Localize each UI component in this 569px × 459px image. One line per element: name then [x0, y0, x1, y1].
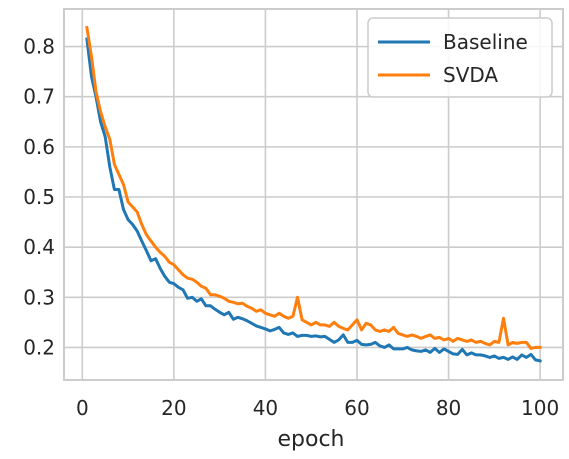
plot-border: [63, 8, 564, 381]
series-layer: [85, 25, 542, 363]
x-tick-label: 40: [253, 396, 278, 420]
y-tick-label: 0.8: [23, 35, 55, 59]
legend-label-svda: SVDA: [443, 63, 498, 87]
x-tick-label: 0: [76, 396, 89, 420]
x-tick-label: 100: [521, 396, 559, 420]
series-line-svda: [85, 25, 542, 350]
y-tick-label: 0.2: [23, 335, 55, 359]
y-tick-label: 0.6: [23, 135, 55, 159]
x-axis-label: epoch: [278, 427, 345, 452]
series-line-baseline: [85, 37, 542, 363]
y-tick-label: 0.4: [23, 235, 55, 259]
x-tick-label: 20: [161, 396, 186, 420]
legend-label-baseline: Baseline: [443, 30, 528, 54]
legend-box: [367, 17, 553, 98]
y-tick-label: 0.3: [23, 285, 55, 309]
x-tick-label: 60: [344, 396, 369, 420]
y-tick-label: 0.5: [23, 185, 55, 209]
x-tick-label: 80: [436, 396, 461, 420]
grid-lines: [64, 9, 563, 380]
plot-frame: [63, 8, 564, 381]
x-axis-ticks: 0 20 40 60 80 100: [76, 396, 559, 420]
legend: Baseline SVDA: [367, 17, 553, 98]
y-tick-label: 0.7: [23, 85, 55, 109]
y-axis-ticks: 0.2 0.3 0.4 0.5 0.6 0.7 0.8: [23, 35, 55, 360]
